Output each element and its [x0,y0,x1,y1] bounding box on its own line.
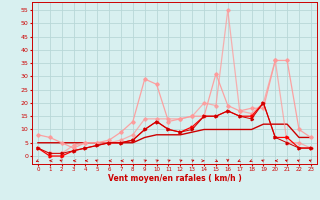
X-axis label: Vent moyen/en rafales ( km/h ): Vent moyen/en rafales ( km/h ) [108,174,241,183]
